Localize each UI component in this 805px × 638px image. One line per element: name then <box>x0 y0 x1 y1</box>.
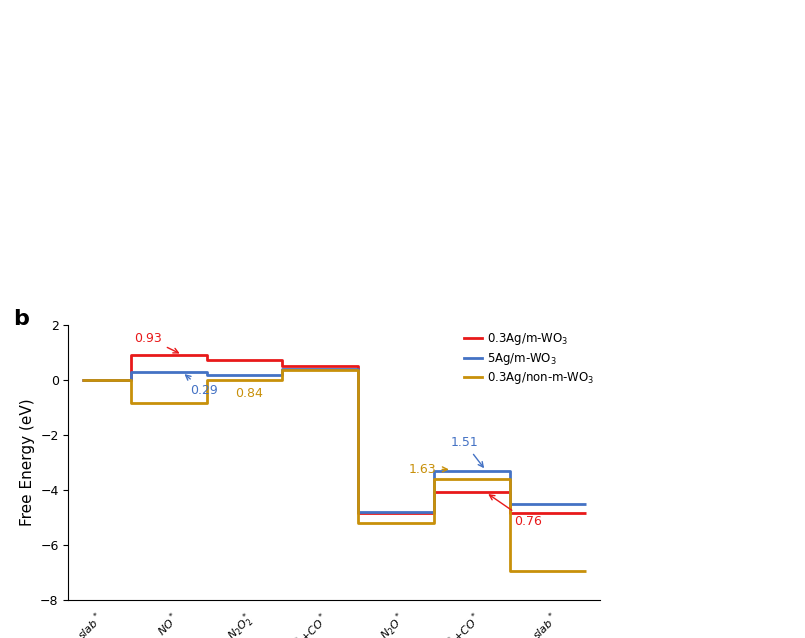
0.3Ag/m-WO$_3$ <box>533 510 543 517</box>
5Ag/m-WO$_3$ <box>229 371 239 379</box>
0.3Ag/m-WO$_3$ <box>456 489 466 496</box>
5Ag/m-WO$_3$ <box>353 508 363 516</box>
0.3Ag/non-m-WO$_3$ <box>381 519 390 527</box>
5Ag/m-WO$_3$ <box>278 366 287 373</box>
5Ag/m-WO$_3$ <box>381 508 390 516</box>
0.3Ag/m-WO$_3$ <box>229 356 239 364</box>
0.3Ag/m-WO$_3$ <box>506 510 515 517</box>
0.3Ag/non-m-WO$_3$ <box>533 567 543 575</box>
5Ag/m-WO$_3$ <box>126 376 135 384</box>
0.3Ag/m-WO$_3$ <box>353 510 363 517</box>
5Ag/m-WO$_3$ <box>126 369 135 376</box>
5Ag/m-WO$_3$ <box>229 371 239 379</box>
0.3Ag/non-m-WO$_3$ <box>456 475 466 482</box>
5Ag/m-WO$_3$ <box>153 369 163 376</box>
0.3Ag/non-m-WO$_3$ <box>429 475 439 482</box>
Line: 0.3Ag/non-m-WO$_3$: 0.3Ag/non-m-WO$_3$ <box>82 370 586 571</box>
Line: 0.3Ag/m-WO$_3$: 0.3Ag/m-WO$_3$ <box>82 355 586 514</box>
Text: b: b <box>13 309 28 329</box>
0.3Ag/m-WO$_3$ <box>429 489 439 496</box>
0.3Ag/m-WO$_3$ <box>202 356 212 364</box>
5Ag/m-WO$_3$ <box>533 500 543 508</box>
0.3Ag/non-m-WO$_3$ <box>506 475 515 482</box>
0.3Ag/m-WO$_3$ <box>381 510 390 517</box>
0.3Ag/m-WO$_3$ <box>278 356 287 364</box>
0.3Ag/non-m-WO$_3$ <box>305 366 315 374</box>
0.3Ag/m-WO$_3$ <box>353 362 363 370</box>
0.3Ag/m-WO$_3$ <box>126 376 135 384</box>
0.3Ag/m-WO$_3$ <box>202 351 212 359</box>
Line: 5Ag/m-WO$_3$: 5Ag/m-WO$_3$ <box>82 369 586 512</box>
0.3Ag/non-m-WO$_3$ <box>429 519 439 527</box>
0.3Ag/non-m-WO$_3$ <box>353 366 363 374</box>
Text: 0.29: 0.29 <box>186 375 217 397</box>
5Ag/m-WO$_3$ <box>506 500 515 508</box>
0.3Ag/non-m-WO$_3$ <box>229 376 239 383</box>
0.3Ag/m-WO$_3$ <box>456 489 466 496</box>
0.3Ag/non-m-WO$_3$ <box>533 567 543 575</box>
Y-axis label: Free Energy (eV): Free Energy (eV) <box>19 399 35 526</box>
0.3Ag/non-m-WO$_3$ <box>278 376 287 383</box>
0.3Ag/non-m-WO$_3$ <box>305 366 315 374</box>
0.3Ag/m-WO$_3$ <box>305 362 315 370</box>
0.3Ag/m-WO$_3$ <box>533 510 543 517</box>
0.3Ag/non-m-WO$_3$ <box>229 376 239 383</box>
5Ag/m-WO$_3$ <box>305 366 315 373</box>
Text: 0.93: 0.93 <box>134 332 179 353</box>
5Ag/m-WO$_3$ <box>456 466 466 474</box>
Legend: 0.3Ag/m-WO$_3$, 5Ag/m-WO$_3$, 0.3Ag/non-m-WO$_3$: 0.3Ag/m-WO$_3$, 5Ag/m-WO$_3$, 0.3Ag/non-… <box>464 331 594 387</box>
0.3Ag/non-m-WO$_3$ <box>581 567 591 575</box>
5Ag/m-WO$_3$ <box>429 466 439 474</box>
0.3Ag/m-WO$_3$ <box>153 351 163 359</box>
0.3Ag/m-WO$_3$ <box>429 510 439 517</box>
5Ag/m-WO$_3$ <box>429 508 439 516</box>
5Ag/m-WO$_3$ <box>533 500 543 508</box>
0.3Ag/non-m-WO$_3$ <box>153 399 163 407</box>
5Ag/m-WO$_3$ <box>202 369 212 376</box>
0.3Ag/m-WO$_3$ <box>506 489 515 496</box>
0.3Ag/non-m-WO$_3$ <box>77 376 87 384</box>
5Ag/m-WO$_3$ <box>581 500 591 508</box>
0.3Ag/m-WO$_3$ <box>305 362 315 370</box>
0.3Ag/m-WO$_3$ <box>153 351 163 359</box>
5Ag/m-WO$_3$ <box>305 366 315 373</box>
0.3Ag/m-WO$_3$ <box>77 376 87 384</box>
5Ag/m-WO$_3$ <box>278 371 287 379</box>
5Ag/m-WO$_3$ <box>456 466 466 474</box>
0.3Ag/non-m-WO$_3$ <box>153 399 163 407</box>
5Ag/m-WO$_3$ <box>153 369 163 376</box>
Text: 1.51: 1.51 <box>451 436 483 467</box>
0.3Ag/non-m-WO$_3$ <box>456 475 466 482</box>
0.3Ag/m-WO$_3$ <box>229 356 239 364</box>
0.3Ag/non-m-WO$_3$ <box>202 376 212 383</box>
0.3Ag/non-m-WO$_3$ <box>126 399 135 407</box>
0.3Ag/non-m-WO$_3$ <box>353 519 363 527</box>
5Ag/m-WO$_3$ <box>353 366 363 373</box>
Text: 0.84: 0.84 <box>235 387 263 401</box>
0.3Ag/non-m-WO$_3$ <box>278 366 287 374</box>
0.3Ag/non-m-WO$_3$ <box>126 376 135 384</box>
5Ag/m-WO$_3$ <box>506 466 515 474</box>
Text: 1.63: 1.63 <box>409 463 448 476</box>
0.3Ag/non-m-WO$_3$ <box>506 567 515 575</box>
5Ag/m-WO$_3$ <box>77 376 87 384</box>
0.3Ag/m-WO$_3$ <box>126 351 135 359</box>
0.3Ag/non-m-WO$_3$ <box>202 399 212 407</box>
Text: 0.76: 0.76 <box>489 495 542 528</box>
0.3Ag/m-WO$_3$ <box>278 362 287 370</box>
0.3Ag/non-m-WO$_3$ <box>381 519 390 527</box>
0.3Ag/m-WO$_3$ <box>581 510 591 517</box>
5Ag/m-WO$_3$ <box>202 371 212 379</box>
5Ag/m-WO$_3$ <box>381 508 390 516</box>
0.3Ag/m-WO$_3$ <box>381 510 390 517</box>
